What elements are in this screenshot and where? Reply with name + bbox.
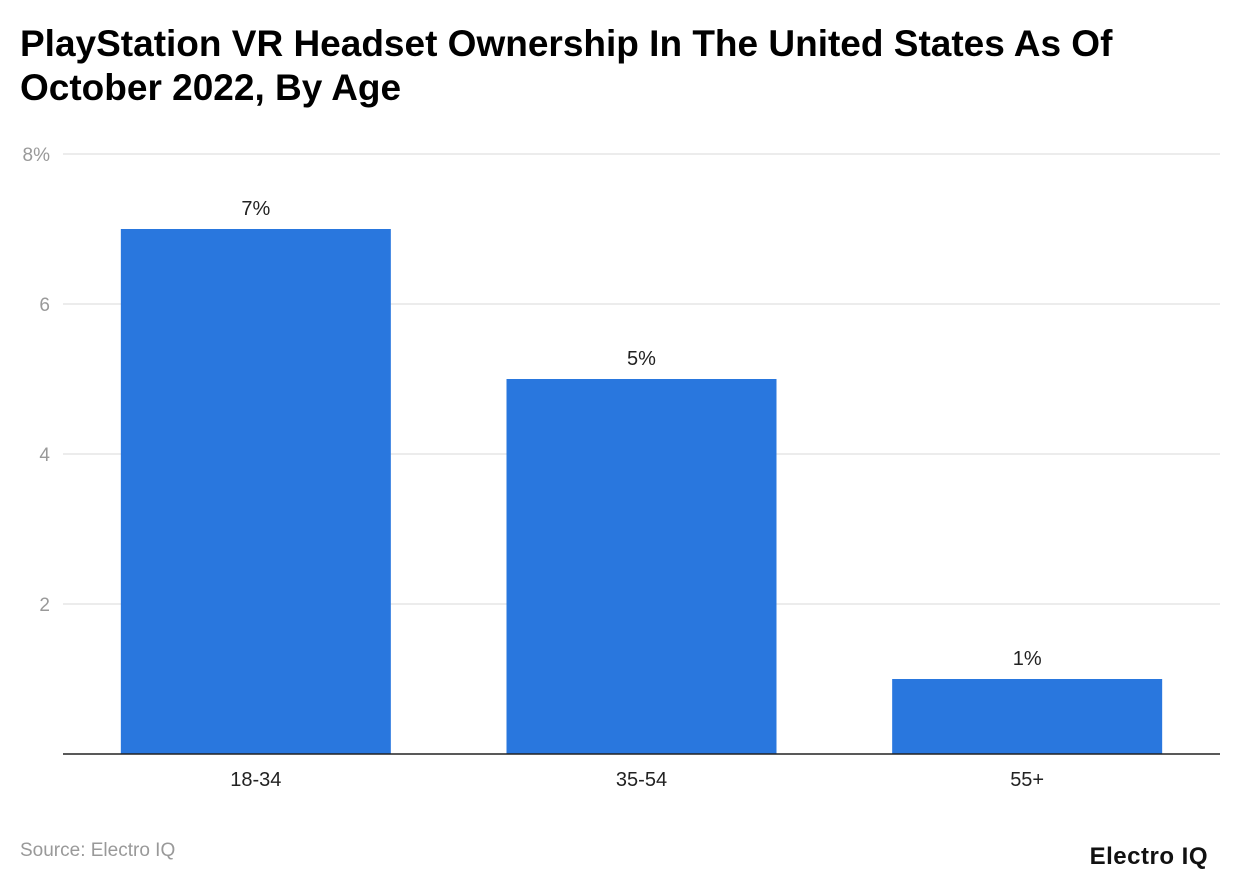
y-tick-label: 6	[39, 295, 50, 316]
chart-title: PlayStation VR Headset Ownership In The …	[20, 23, 1113, 108]
bar-35-54	[506, 379, 777, 754]
bar-55+	[892, 679, 1163, 754]
bar-18-34	[120, 229, 391, 754]
y-tick-label: 4	[39, 445, 50, 466]
y-tick-label: 8%	[23, 145, 51, 166]
data-label: 5%	[627, 348, 656, 370]
y-tick-label: 2	[39, 595, 50, 616]
data-label: 1%	[1013, 648, 1042, 670]
x-tick-label: 35-54	[616, 769, 667, 791]
data-label: 7%	[241, 198, 270, 220]
x-tick-label: 55+	[1010, 769, 1044, 791]
source-note: Source: Electro IQ	[20, 840, 176, 861]
x-tick-label: 18-34	[230, 769, 281, 791]
brand-logo: Electro IQ	[1089, 843, 1208, 870]
